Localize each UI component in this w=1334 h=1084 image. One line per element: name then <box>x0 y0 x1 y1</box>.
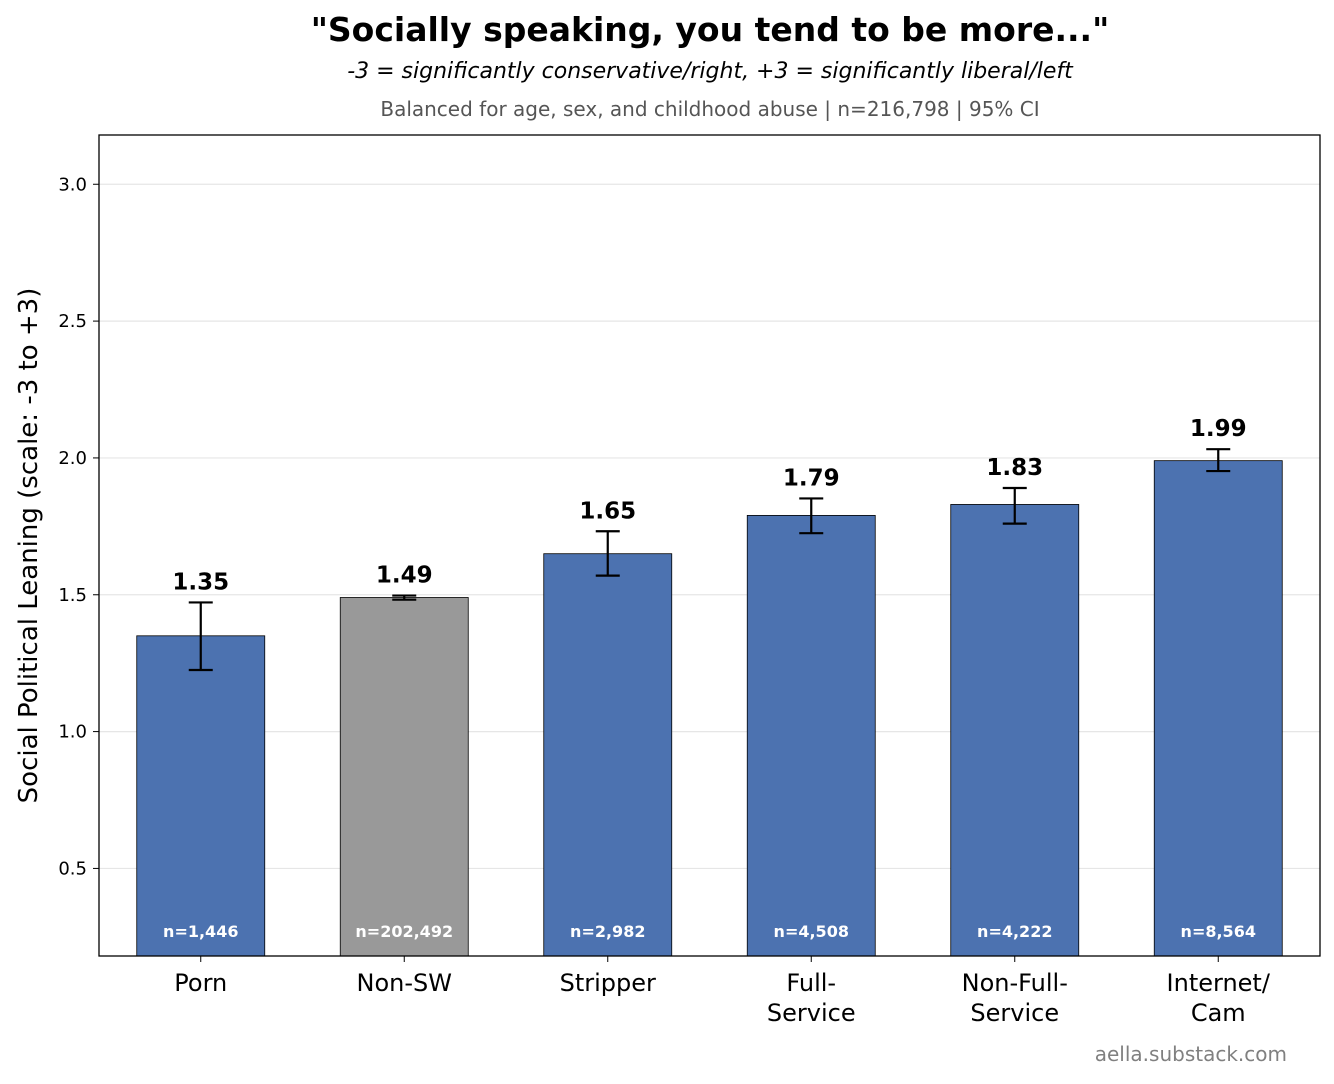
x-tick-label: Service <box>970 999 1059 1027</box>
chart-subtitle: -3 = significantly conservative/right, +… <box>347 59 1073 84</box>
y-tick-label: 2.5 <box>58 311 87 332</box>
n-label: n=4,222 <box>977 922 1052 941</box>
x-tick-label: Porn <box>174 969 227 997</box>
x-tick-label: Non-Full- <box>962 969 1068 997</box>
value-label: 1.79 <box>783 465 840 491</box>
n-label: n=1,446 <box>163 922 238 941</box>
y-tick-label: 2.0 <box>58 448 87 469</box>
chart-note: Balanced for age, sex, and childhood abu… <box>380 97 1040 121</box>
y-tick-label: 1.0 <box>58 722 87 743</box>
x-tick-label: Stripper <box>560 969 656 997</box>
bar <box>1153 460 1283 957</box>
value-label: 1.83 <box>986 455 1043 481</box>
y-tick-label: 3.0 <box>58 174 87 195</box>
n-label: n=202,492 <box>355 922 453 941</box>
bar <box>136 635 266 957</box>
source-credit: aella.substack.com <box>1094 1042 1287 1066</box>
n-label: n=2,982 <box>570 922 645 941</box>
plot-frame <box>98 134 1321 957</box>
x-tick-label: Non-SW <box>357 969 452 997</box>
x-tick-label: Service <box>767 999 856 1027</box>
n-label: n=8,564 <box>1181 922 1256 941</box>
bar <box>746 514 876 957</box>
value-label: 1.35 <box>172 569 229 595</box>
value-label: 1.65 <box>579 498 636 524</box>
x-tick-label: Internet/ <box>1167 969 1271 997</box>
x-tick-label: Cam <box>1191 999 1246 1027</box>
y-axis-label: Social Political Leaning (scale: -3 to +… <box>14 288 44 804</box>
bar <box>950 504 1080 957</box>
bar <box>339 597 469 957</box>
value-label: 1.49 <box>376 563 433 589</box>
n-label: n=4,508 <box>774 922 849 941</box>
y-tick-label: 1.5 <box>58 585 87 606</box>
chart-title: "Socially speaking, you tend to be more.… <box>310 10 1110 49</box>
value-label: 1.99 <box>1190 416 1247 442</box>
bar <box>543 553 673 957</box>
x-tick-label: Full- <box>786 969 836 997</box>
y-tick-label: 0.5 <box>58 858 87 879</box>
